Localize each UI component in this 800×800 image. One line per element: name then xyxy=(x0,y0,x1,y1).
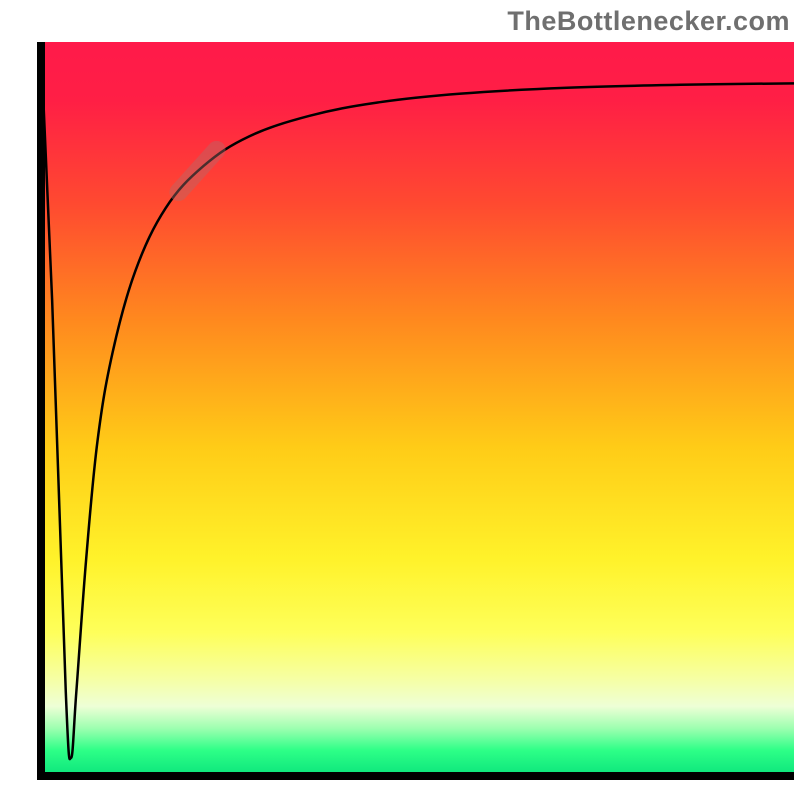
bottleneck-chart xyxy=(37,42,794,780)
curve-svg xyxy=(37,42,794,780)
x-axis xyxy=(37,772,794,780)
y-axis xyxy=(37,42,45,780)
bottleneck-curve xyxy=(41,42,794,759)
watermark-text: TheBottlenecker.com xyxy=(507,6,790,37)
